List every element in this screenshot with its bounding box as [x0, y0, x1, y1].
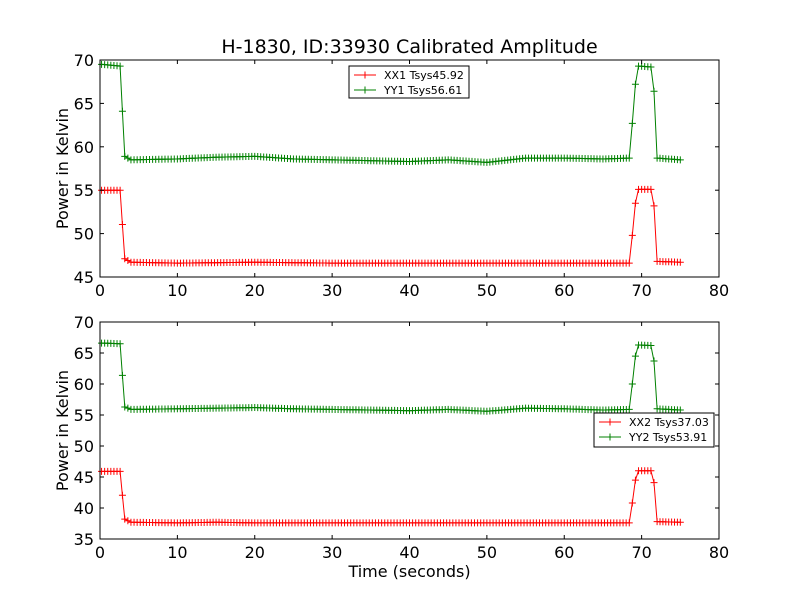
data-point — [676, 406, 684, 414]
subplot-1: 0 10 20 30 40 50 60 70 80 45 50 55 60 65 70 Power in Ke… — [53, 36, 729, 300]
x-tick-label: 50 — [477, 543, 497, 562]
x-tick-label: 40 — [399, 281, 419, 300]
data-point — [116, 62, 124, 70]
legend-2: XX2 Tsys37.03 YY2 Tsys53.91 — [593, 412, 715, 448]
legend-marker — [361, 86, 369, 94]
legend-marker — [606, 418, 614, 426]
data-point — [650, 87, 658, 95]
data-point — [631, 352, 639, 360]
data-point — [124, 154, 132, 162]
data-point — [631, 80, 639, 88]
x-tick-label: 80 — [709, 281, 729, 300]
data-point — [116, 340, 124, 348]
data-point — [628, 499, 636, 507]
y-axis-label: Power in Kelvin — [53, 370, 72, 491]
y-tick-label: 40 — [74, 499, 94, 518]
data-point — [676, 156, 684, 164]
series-markers-1-2 — [98, 60, 684, 166]
y-tick-label: 60 — [74, 138, 94, 157]
data-point — [124, 517, 132, 525]
x-tick-label: 50 — [477, 281, 497, 300]
x-tick-label: 80 — [709, 543, 729, 562]
x-tick-label: 70 — [631, 543, 651, 562]
x-tick-label: 10 — [167, 281, 187, 300]
legend-entry: XX1 Tsys45.92 — [384, 69, 464, 82]
y-tick-label: 70 — [74, 51, 94, 70]
legend-marker — [606, 433, 614, 441]
data-point — [124, 404, 132, 412]
data-point — [650, 479, 658, 487]
data-point — [650, 202, 658, 210]
x-tick-label: 60 — [554, 281, 574, 300]
x-tick-label: 70 — [631, 281, 651, 300]
legend-entry: YY2 Tsys53.91 — [628, 431, 707, 444]
data-point — [625, 259, 633, 267]
x-tick-label: 20 — [245, 281, 265, 300]
y-tick-label: 45 — [74, 268, 94, 287]
series-line-2-2 — [101, 342, 681, 412]
y-tick-label: 45 — [74, 468, 94, 487]
data-point — [647, 185, 655, 193]
series-markers-2-1 — [98, 467, 684, 527]
data-point — [116, 186, 124, 194]
x-tick-label: 60 — [554, 543, 574, 562]
x-tick-label: 0 — [95, 543, 105, 562]
y-tick-label: 65 — [74, 344, 94, 363]
data-point — [628, 119, 636, 127]
y-tick-label: 50 — [74, 437, 94, 456]
legend-entry: YY1 Tsys56.61 — [383, 84, 462, 97]
data-point — [676, 518, 684, 526]
y-tick-label: 70 — [74, 313, 94, 332]
x-tick-label: 10 — [167, 543, 187, 562]
legend-marker — [361, 71, 369, 79]
data-point — [121, 255, 129, 263]
x-axis-label: Time (seconds) — [347, 562, 470, 581]
data-point — [650, 357, 658, 365]
data-point — [118, 107, 126, 115]
series-line-2-1 — [101, 470, 681, 524]
data-point — [121, 403, 129, 411]
data-point — [118, 491, 126, 499]
data-point — [647, 467, 655, 475]
chart-title: H-1830, ID:33930 Calibrated Amplitude — [221, 36, 597, 58]
x-tick-label: 0 — [95, 281, 105, 300]
x-tick-label: 20 — [245, 543, 265, 562]
data-point — [116, 467, 124, 475]
data-point — [625, 519, 633, 527]
y-tick-label: 55 — [74, 181, 94, 200]
y-axis-label: Power in Kelvin — [53, 108, 72, 229]
data-point — [647, 342, 655, 350]
y-tick-label: 50 — [74, 225, 94, 244]
y-tick-label: 35 — [74, 530, 94, 549]
series-line-1-1 — [101, 188, 681, 264]
data-point — [118, 220, 126, 228]
data-point — [625, 405, 633, 413]
legend-box — [593, 412, 715, 448]
y-tick-label: 65 — [74, 94, 94, 113]
data-point — [631, 476, 639, 484]
x-tick-label: 40 — [399, 543, 419, 562]
series-markers-2-2 — [98, 339, 684, 415]
data-point — [628, 231, 636, 239]
y-tick-label: 55 — [74, 406, 94, 425]
legend-entry: XX2 Tsys37.03 — [629, 416, 709, 429]
x-tick-label: 30 — [322, 281, 342, 300]
data-point — [676, 258, 684, 266]
data-point — [631, 199, 639, 207]
data-point — [121, 515, 129, 523]
data-point — [628, 380, 636, 388]
data-point — [124, 257, 132, 265]
x-tick-label: 30 — [322, 543, 342, 562]
subplot-2: 0 10 20 30 40 50 60 70 80 35 40 45 50 55 60 65 70 Power i… — [53, 313, 729, 581]
data-point — [118, 371, 126, 379]
data-point — [647, 63, 655, 71]
data-point — [625, 154, 633, 162]
legend-1: XX1 Tsys45.92 YY1 Tsys56.61 — [348, 65, 470, 99]
data-point — [121, 152, 129, 160]
series-markers-1-1 — [98, 185, 684, 267]
legend-box — [348, 65, 470, 99]
y-tick-label: 60 — [74, 375, 94, 394]
